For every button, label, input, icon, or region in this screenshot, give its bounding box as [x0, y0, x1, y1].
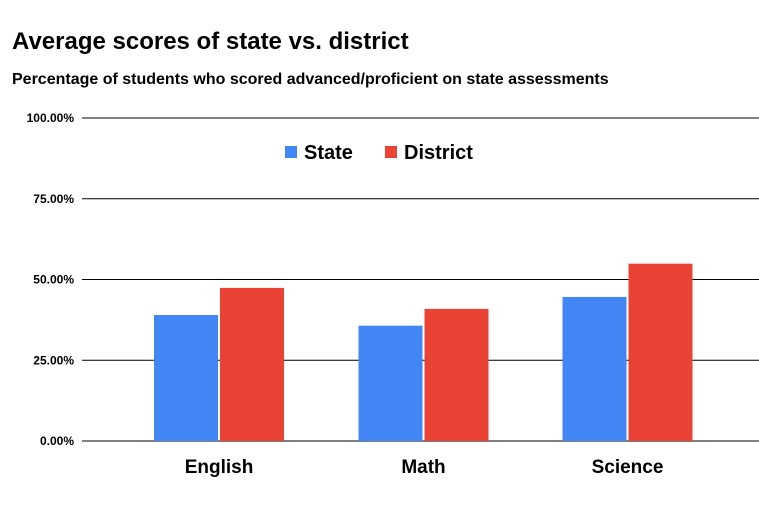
- legend-label-state: State: [304, 142, 353, 164]
- bar-state-math: [358, 325, 423, 441]
- chart-title: Average scores of state vs. district: [12, 28, 409, 55]
- y-tick-label: 50.00%: [33, 273, 74, 287]
- bar-district-english: [220, 287, 284, 441]
- x-tick-label: Science: [592, 457, 664, 478]
- bar-district-science: [628, 263, 693, 441]
- y-tick-label: 0.00%: [40, 434, 74, 448]
- bar-district-math: [424, 308, 489, 441]
- bar-state-english: [154, 315, 218, 441]
- legend: State District: [285, 142, 473, 164]
- x-tick-label: Math: [401, 457, 445, 478]
- bar-state-science: [562, 296, 627, 441]
- bars: [154, 263, 693, 441]
- y-tick-label: 25.00%: [33, 353, 74, 367]
- chart-subtitle: Percentage of students who scored advanc…: [12, 71, 609, 88]
- legend-swatch-state: [285, 146, 297, 158]
- y-tick-label: 100.00%: [27, 111, 75, 125]
- legend-label-district: District: [404, 142, 473, 164]
- axis-labels: 0.00% 25.00% 50.00% 75.00% 100.00% English Mat…: [27, 111, 664, 478]
- legend-swatch-district: [385, 146, 397, 158]
- y-tick-label: 75.00%: [33, 192, 74, 206]
- x-tick-label: English: [185, 457, 254, 478]
